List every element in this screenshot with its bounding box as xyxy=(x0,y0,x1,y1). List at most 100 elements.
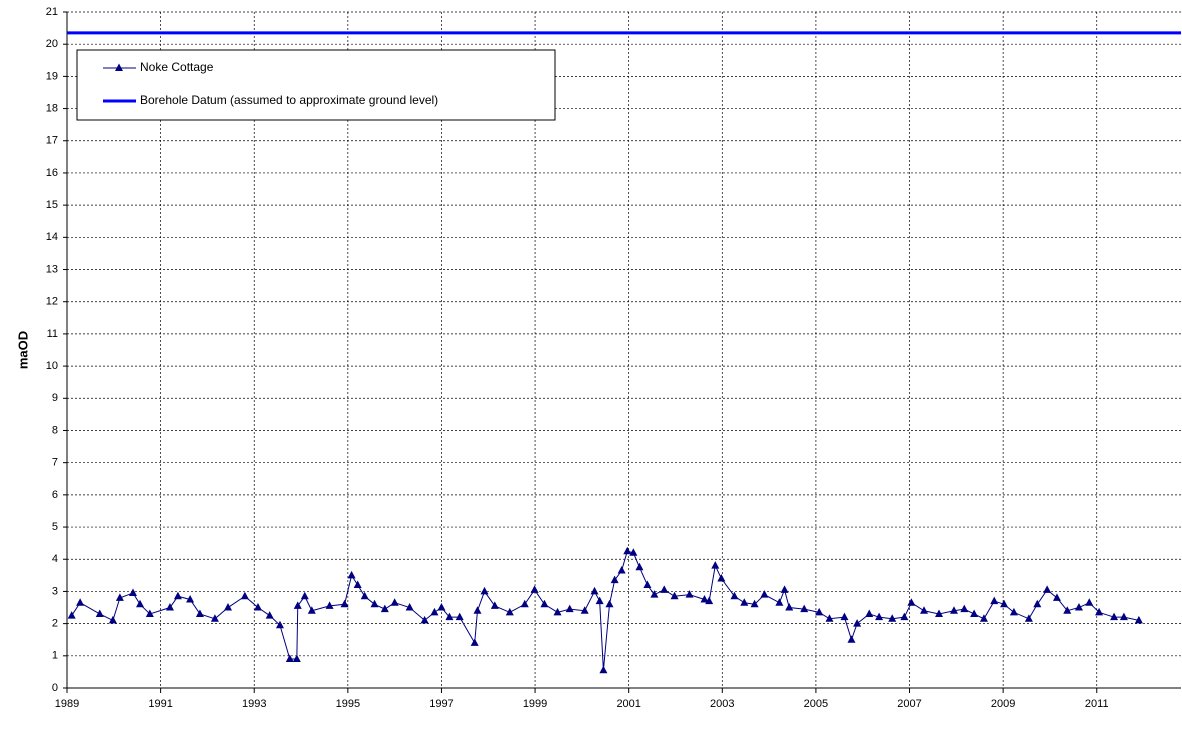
point-marker xyxy=(360,591,369,600)
point-marker xyxy=(340,599,349,608)
point-marker xyxy=(136,599,145,608)
x-tick-label: 1999 xyxy=(523,698,547,710)
point-marker xyxy=(530,585,539,593)
y-tick-label: 2 xyxy=(52,618,58,630)
point-marker xyxy=(405,603,414,611)
point-marker xyxy=(455,612,464,621)
point-marker xyxy=(553,607,562,616)
y-tick-label: 21 xyxy=(46,6,58,18)
point-marker xyxy=(660,585,669,593)
point-marker xyxy=(285,654,294,663)
point-marker xyxy=(347,570,356,579)
point-marker xyxy=(750,599,759,608)
point-marker xyxy=(540,599,549,608)
point-marker xyxy=(825,614,834,622)
x-tick-label: 2007 xyxy=(897,698,921,710)
point-marker xyxy=(300,591,309,600)
point-marker xyxy=(370,599,379,608)
point-marker xyxy=(760,590,769,598)
point-marker xyxy=(565,604,574,613)
legend-label: Noke Cottage xyxy=(140,60,214,74)
y-tick-label: 15 xyxy=(46,199,58,211)
point-marker xyxy=(960,604,969,613)
point-marker xyxy=(635,562,644,571)
point-marker xyxy=(605,599,614,608)
point-marker xyxy=(145,609,154,617)
point-marker xyxy=(1063,606,1072,614)
point-marker xyxy=(617,566,626,574)
point-marker xyxy=(520,599,529,608)
point-marker xyxy=(595,596,604,605)
point-marker xyxy=(705,596,714,605)
point-marker xyxy=(473,606,482,614)
point-marker xyxy=(390,598,399,606)
point-marker xyxy=(353,580,362,588)
point-marker xyxy=(875,612,884,621)
point-marker xyxy=(1110,612,1119,621)
x-tick-label: 1989 xyxy=(55,698,79,710)
point-marker xyxy=(76,598,85,606)
y-tick-label: 0 xyxy=(52,682,58,694)
point-marker xyxy=(711,561,720,569)
point-marker xyxy=(775,598,784,606)
point-marker xyxy=(430,607,439,616)
point-marker xyxy=(610,575,619,584)
y-tick-label: 7 xyxy=(52,457,58,469)
point-marker xyxy=(115,593,124,601)
y-tick-label: 3 xyxy=(52,585,58,597)
y-tick-label: 20 xyxy=(46,38,58,50)
point-marker xyxy=(195,609,204,617)
point-marker xyxy=(643,580,652,588)
y-tick-label: 19 xyxy=(46,70,58,82)
point-marker xyxy=(67,611,76,619)
point-marker xyxy=(847,635,856,643)
point-marker xyxy=(935,609,944,617)
point-marker xyxy=(685,590,694,598)
y-tick-label: 18 xyxy=(46,102,58,114)
point-marker xyxy=(970,609,979,617)
point-marker xyxy=(979,614,988,622)
point-marker xyxy=(865,609,874,617)
point-marker xyxy=(173,591,182,600)
point-marker xyxy=(815,607,824,616)
point-marker xyxy=(224,603,233,611)
point-marker xyxy=(240,591,249,600)
series-line xyxy=(71,550,1139,671)
x-tick-label: 2003 xyxy=(710,698,734,710)
x-tick-label: 2005 xyxy=(804,698,828,710)
point-marker xyxy=(1134,615,1143,624)
point-marker xyxy=(740,598,749,606)
point-marker xyxy=(907,598,916,606)
point-marker xyxy=(128,588,137,597)
point-marker xyxy=(1024,614,1033,622)
point-marker xyxy=(700,594,709,603)
point-marker xyxy=(480,586,489,595)
point-marker xyxy=(420,615,429,624)
x-tick-label: 1997 xyxy=(429,698,453,710)
point-marker xyxy=(437,603,446,611)
point-marker xyxy=(505,607,514,616)
point-marker xyxy=(888,614,897,622)
legend-label: Borehole Datum (assumed to approximate g… xyxy=(140,93,438,107)
point-marker xyxy=(920,606,929,614)
point-marker xyxy=(253,603,262,611)
point-marker xyxy=(265,611,274,619)
point-marker xyxy=(780,585,789,593)
point-marker xyxy=(629,548,638,556)
point-marker xyxy=(1085,598,1094,606)
point-marker xyxy=(800,604,809,613)
y-tick-label: 4 xyxy=(52,553,58,565)
point-marker xyxy=(1119,612,1128,621)
point-marker xyxy=(623,546,632,555)
y-tick-label: 10 xyxy=(46,360,58,372)
point-marker xyxy=(325,601,334,609)
x-tick-label: 2011 xyxy=(1085,698,1109,710)
y-tick-label: 9 xyxy=(52,392,58,404)
x-tick-label: 1991 xyxy=(148,698,172,710)
point-marker xyxy=(599,665,608,674)
x-tick-label: 1995 xyxy=(336,698,360,710)
y-tick-label: 12 xyxy=(46,296,58,308)
point-marker xyxy=(186,594,195,603)
point-marker xyxy=(210,614,219,622)
